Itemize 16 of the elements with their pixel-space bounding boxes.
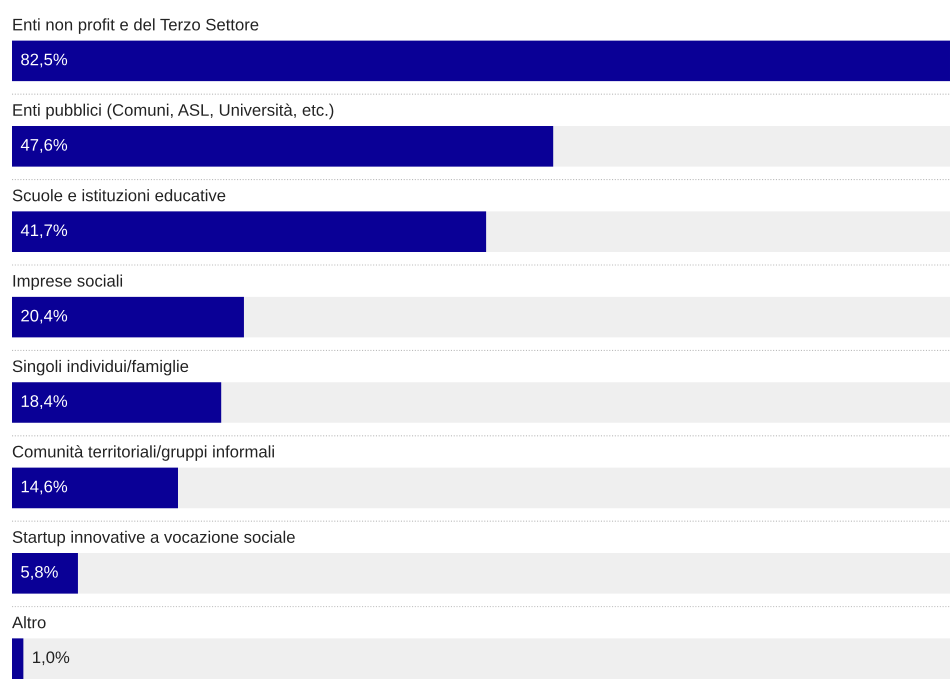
y-tick-label: Scuole e istituzioni educative <box>12 189 226 202</box>
y-tick-label: Enti non profit e del Terzo Settore <box>13 18 258 34</box>
y-tick-label: Singoli individui/famiglie <box>12 360 188 376</box>
data-label: 20,4% <box>21 310 68 324</box>
data-label: 14,6% <box>22 480 68 494</box>
data-label: 18,4% <box>22 395 68 409</box>
y-tick-label: Enti pubblici (Comuni, ASL, Università, etc.) <box>13 103 334 120</box>
data-label: 47,6% <box>20 138 68 153</box>
data-label: 1,0% <box>33 651 70 666</box>
data-label: 82,5% <box>21 54 68 68</box>
data-label: 5,8% <box>21 566 58 580</box>
data-label: 41,7% <box>20 224 68 238</box>
y-tick-label: Imprese sociali <box>14 274 122 290</box>
y-tick-label: Comunità territoriali/gruppi informali <box>12 445 274 461</box>
y-tick-label: Startup innovative a vocazione sociale <box>12 530 295 546</box>
y-tick-label: Altro <box>12 616 46 628</box>
